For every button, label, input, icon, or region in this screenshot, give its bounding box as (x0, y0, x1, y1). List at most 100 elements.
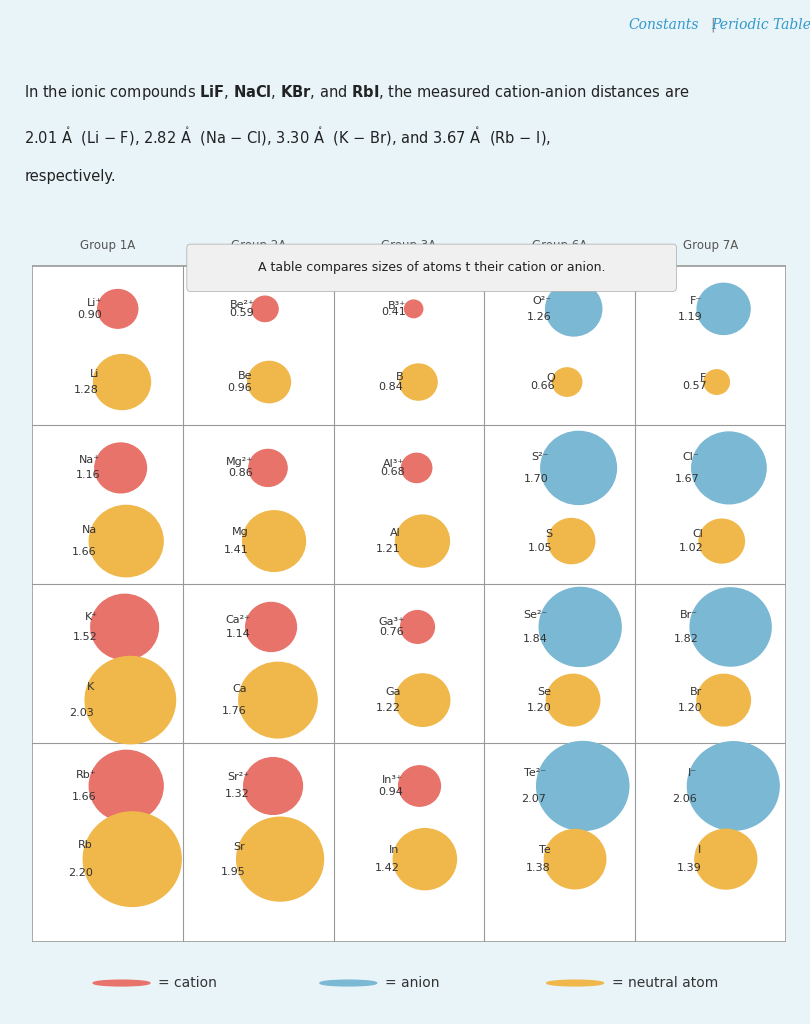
Text: Na⁺: Na⁺ (79, 456, 100, 466)
Text: In: In (389, 845, 399, 855)
Text: Al: Al (390, 528, 401, 539)
Text: respectively.: respectively. (24, 169, 116, 184)
Text: Ca²⁺: Ca²⁺ (226, 614, 251, 625)
Text: Se²⁻: Se²⁻ (523, 610, 548, 621)
Text: Group 1A: Group 1A (80, 240, 135, 253)
FancyBboxPatch shape (32, 266, 786, 942)
Text: Se: Se (538, 687, 552, 697)
Text: 1.14: 1.14 (226, 630, 251, 639)
Text: I: I (698, 845, 701, 855)
Text: Group 7A: Group 7A (683, 240, 738, 253)
Text: 0.57: 0.57 (682, 381, 706, 391)
Text: 1.28: 1.28 (75, 385, 99, 395)
Text: 0.68: 0.68 (380, 467, 404, 477)
Text: 1.38: 1.38 (526, 863, 551, 873)
Text: Sr: Sr (233, 842, 245, 852)
Text: 2.06: 2.06 (671, 795, 697, 804)
Text: = cation: = cation (158, 976, 217, 990)
Text: 1.32: 1.32 (225, 790, 249, 800)
Text: 1.70: 1.70 (523, 474, 548, 484)
Text: Be: Be (237, 371, 252, 381)
Text: Group 2A: Group 2A (231, 240, 286, 253)
Circle shape (548, 518, 595, 563)
Text: Br: Br (690, 687, 702, 697)
Text: S: S (546, 529, 552, 540)
Text: 0.41: 0.41 (382, 306, 407, 316)
Text: 0.76: 0.76 (379, 627, 404, 637)
Text: O: O (547, 373, 556, 383)
Text: Ga³⁺: Ga³⁺ (378, 617, 404, 627)
Circle shape (690, 588, 771, 666)
Circle shape (89, 751, 163, 821)
Circle shape (402, 454, 432, 482)
Circle shape (395, 674, 450, 726)
Circle shape (95, 443, 147, 493)
Text: Ga: Ga (386, 687, 401, 697)
Circle shape (237, 817, 323, 901)
Circle shape (539, 588, 621, 667)
Text: = neutral atom: = neutral atom (612, 976, 718, 990)
Text: 1.41: 1.41 (224, 545, 249, 555)
Text: Ca: Ca (232, 684, 246, 694)
Text: 0.84: 0.84 (378, 382, 403, 392)
Text: 0.90: 0.90 (77, 309, 102, 319)
Circle shape (249, 450, 287, 486)
Text: B³⁺: B³⁺ (388, 301, 407, 311)
Text: 1.42: 1.42 (375, 863, 399, 873)
Circle shape (537, 741, 629, 830)
Text: 1.95: 1.95 (220, 866, 245, 877)
Text: |: | (710, 17, 715, 32)
Circle shape (699, 519, 744, 563)
Text: 2.03: 2.03 (70, 709, 94, 718)
Circle shape (89, 506, 163, 577)
Circle shape (399, 766, 441, 806)
Circle shape (692, 432, 766, 504)
Text: Periodic Table: Periodic Table (711, 17, 810, 32)
Circle shape (404, 300, 423, 317)
Text: 1.02: 1.02 (679, 543, 704, 553)
Text: F: F (700, 374, 706, 383)
Text: 1.39: 1.39 (676, 863, 701, 873)
Text: B: B (396, 372, 403, 382)
Circle shape (544, 829, 606, 889)
Text: 1.05: 1.05 (528, 543, 552, 553)
Text: 1.21: 1.21 (376, 544, 401, 554)
Text: 2.07: 2.07 (521, 795, 546, 804)
Circle shape (704, 370, 729, 394)
Text: 1.22: 1.22 (376, 702, 401, 713)
Text: = anion: = anion (385, 976, 439, 990)
Text: S²⁻: S²⁻ (531, 452, 548, 462)
Circle shape (401, 610, 434, 643)
Text: 1.52: 1.52 (73, 632, 97, 642)
Text: Cl⁻: Cl⁻ (683, 453, 699, 462)
Text: F⁻: F⁻ (690, 296, 702, 306)
Circle shape (393, 828, 457, 890)
Circle shape (688, 741, 779, 830)
Text: Group 6A: Group 6A (532, 240, 587, 253)
Text: K⁺: K⁺ (84, 612, 97, 623)
Text: Rb: Rb (79, 840, 93, 850)
Text: 1.84: 1.84 (522, 634, 548, 644)
Text: 0.96: 0.96 (228, 383, 252, 393)
Text: 2.01 $\mathring{\mathrm{A}}$  (Li $-$ F), 2.82 $\mathring{\mathrm{A}}$  (Na $-$ : 2.01 $\mathring{\mathrm{A}}$ (Li $-$ F),… (24, 126, 552, 148)
Text: 0.59: 0.59 (230, 307, 254, 317)
Circle shape (547, 675, 599, 726)
Circle shape (552, 368, 582, 396)
Text: 1.19: 1.19 (678, 311, 702, 322)
Circle shape (399, 364, 437, 400)
Circle shape (93, 354, 151, 410)
Circle shape (245, 602, 296, 651)
Text: A table compares sizes of atoms t their cation or anion.: A table compares sizes of atoms t their … (258, 261, 605, 274)
Text: 0.66: 0.66 (531, 381, 556, 391)
Text: Mg²⁺: Mg²⁺ (225, 458, 253, 467)
Text: Li: Li (90, 369, 99, 379)
Circle shape (695, 829, 757, 889)
Text: 1.20: 1.20 (678, 702, 702, 713)
Text: Sr²⁺: Sr²⁺ (228, 772, 249, 782)
Text: Constants: Constants (629, 17, 700, 32)
Text: Cl: Cl (693, 529, 704, 540)
Text: Br⁻: Br⁻ (680, 610, 698, 621)
Circle shape (239, 663, 318, 738)
Circle shape (541, 431, 616, 505)
Circle shape (85, 656, 176, 743)
